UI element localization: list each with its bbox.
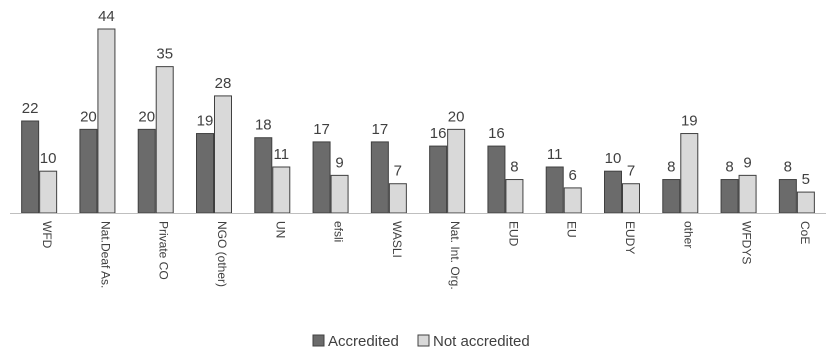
- bar-accredited: [429, 145, 448, 214]
- bar-not-accredited: [680, 133, 699, 214]
- bar-not-accredited: [214, 95, 232, 214]
- bar-not-accredited: [97, 28, 116, 214]
- category-label: NGO (other): [215, 221, 229, 287]
- category-label: other: [681, 221, 695, 248]
- value-label-not-accredited: 10: [40, 150, 57, 167]
- legend: Accredited Not accredited: [312, 333, 530, 350]
- category-label: CoE: [798, 221, 812, 244]
- category-label: EU: [565, 221, 579, 238]
- value-label-not-accredited: 7: [627, 163, 635, 180]
- value-label-not-accredited: 8: [510, 159, 518, 176]
- value-label-not-accredited: 19: [681, 113, 698, 130]
- value-label-not-accredited: 9: [335, 154, 343, 171]
- bar-not-accredited: [39, 170, 58, 214]
- bar-accredited: [720, 179, 739, 214]
- category-label: UN: [273, 221, 287, 238]
- bar-accredited: [79, 128, 98, 214]
- value-label-accredited: 16: [430, 125, 447, 142]
- bar-not-accredited: [505, 179, 524, 214]
- value-label-accredited: 17: [372, 121, 389, 138]
- category-labels-layer: WFD Nat.Deaf As. Private CO NGO (other) UN ef…: [40, 221, 812, 290]
- category-label: Nat.Deaf As.: [98, 221, 112, 288]
- bar-not-accredited: [388, 183, 407, 214]
- bar-accredited: [604, 170, 622, 214]
- bar-accredited: [21, 120, 40, 214]
- bar-accredited: [662, 179, 681, 214]
- value-label-accredited: 11: [547, 146, 563, 163]
- legend-swatch: [312, 334, 325, 347]
- value-label-not-accredited: 6: [569, 167, 577, 184]
- value-label-accredited: 19: [197, 113, 214, 130]
- value-label-accredited: 10: [605, 150, 622, 167]
- bars-layer: [21, 28, 815, 214]
- bar-accredited: [370, 141, 389, 214]
- value-label-not-accredited: 35: [156, 46, 173, 63]
- bar-not-accredited: [272, 166, 291, 214]
- bar-accredited: [545, 166, 564, 214]
- value-label-not-accredited: 20: [448, 108, 465, 125]
- category-label: EUD: [506, 221, 520, 247]
- legend-swatch: [417, 334, 430, 347]
- value-label-not-accredited: 9: [743, 154, 751, 171]
- category-label: efsli: [332, 221, 346, 242]
- value-label-accredited: 8: [725, 159, 733, 176]
- bar-accredited: [778, 179, 797, 214]
- bar-accredited: [487, 145, 506, 214]
- bar-not-accredited: [622, 183, 640, 214]
- value-label-accredited: 20: [138, 108, 155, 125]
- legend-label: Accredited: [328, 333, 399, 350]
- value-label-accredited: 16: [488, 125, 505, 142]
- category-label: Private CO: [157, 221, 171, 280]
- value-label-not-accredited: 5: [802, 171, 810, 188]
- bar-not-accredited: [330, 174, 349, 214]
- category-label: WFD: [40, 221, 54, 249]
- category-label: WFDYS: [740, 221, 754, 264]
- bar-not-accredited: [796, 191, 815, 214]
- value-label-not-accredited: 11: [273, 146, 289, 163]
- bar-not-accredited: [447, 128, 466, 214]
- category-label: WASLI: [390, 221, 404, 258]
- bar-accredited: [254, 137, 273, 214]
- bar-accredited: [196, 133, 214, 214]
- legend-item-not-accredited: Not accredited: [417, 333, 530, 350]
- value-label-accredited: 20: [80, 108, 97, 125]
- value-label-accredited: 17: [313, 121, 330, 138]
- value-label-accredited: 8: [784, 159, 792, 176]
- value-label-not-accredited: 7: [394, 163, 402, 180]
- bar-accredited: [312, 141, 331, 214]
- value-label-not-accredited: 44: [98, 8, 115, 25]
- legend-label: Not accredited: [433, 333, 530, 350]
- bar-accredited: [137, 128, 156, 214]
- value-label-accredited: 22: [22, 100, 39, 117]
- bar-not-accredited: [155, 66, 174, 214]
- value-label-not-accredited: 28: [215, 75, 232, 92]
- category-label: Nat. Int. Org.: [448, 221, 462, 290]
- value-label-accredited: 8: [667, 159, 675, 176]
- bar-not-accredited: [563, 187, 582, 214]
- bar-not-accredited: [738, 174, 757, 214]
- value-label-accredited: 18: [255, 117, 272, 134]
- category-label: EUDY: [623, 221, 637, 254]
- legend-item-accredited: Accredited: [312, 333, 399, 350]
